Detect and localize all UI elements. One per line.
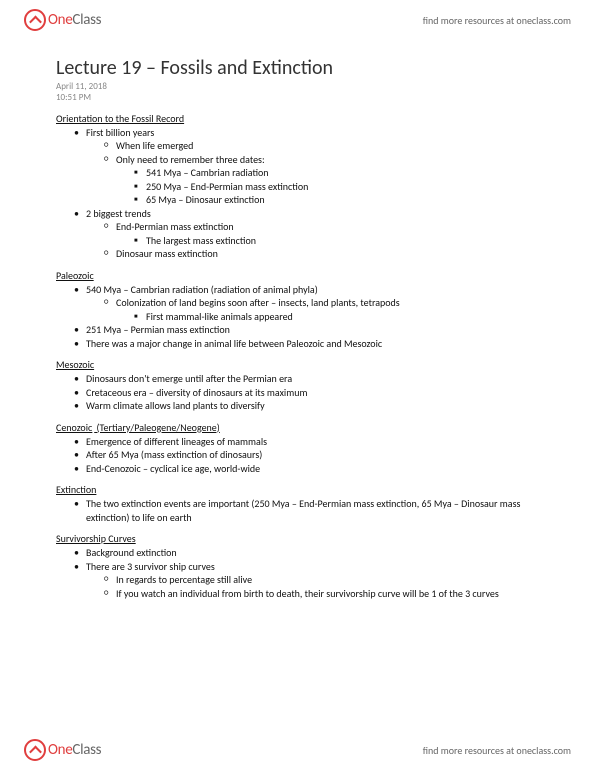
doc-time: 10:51 PM xyxy=(56,93,539,104)
list-item: 540 Mya – Cambrian radiation (radiation … xyxy=(56,283,539,324)
list-item: First mammal-like animals appeared xyxy=(116,310,539,324)
page-title: Lecture 19 – Fossils and Extinction xyxy=(56,56,539,80)
text: There are 3 survivor ship curves xyxy=(86,560,215,573)
text: 2 biggest trends xyxy=(86,207,151,220)
list-item: The two extinction events are important … xyxy=(56,497,539,524)
doc-date: April 11, 2018 xyxy=(56,82,539,93)
list-item: 250 Mya – End-Permian mass extinction xyxy=(116,180,539,194)
list-item: The largest mass extinction xyxy=(116,234,539,248)
footer-link[interactable]: find more resources at oneclass.com xyxy=(423,744,571,757)
text: Only need to remember three dates: xyxy=(116,153,265,166)
list-item: First billion years When life emerged On… xyxy=(56,126,539,207)
section-heading-orientation: Orientation to the Fossil Record xyxy=(56,112,539,125)
list-item: Colonization of land begins soon after –… xyxy=(86,296,539,323)
header-link[interactable]: find more resources at oneclass.com xyxy=(423,14,571,27)
section-heading-mesozoic: Mesozoic xyxy=(56,358,539,371)
list-item: Dinosaurs don't emerge until after the P… xyxy=(56,372,539,386)
text: End-Permian mass extinction xyxy=(116,220,234,233)
list-item: There are 3 survivor ship curves In rega… xyxy=(56,560,539,601)
list-item: There was a major change in animal life … xyxy=(56,337,539,351)
list-item: End-Cenozoic – cyclical ice age, world-w… xyxy=(56,462,539,476)
text: (Tertiary/Paleogene/Neogene) xyxy=(94,421,220,434)
list-item: 541 Mya – Cambrian radiation xyxy=(116,166,539,180)
list-item: After 65 Mya (mass extinction of dinosau… xyxy=(56,448,539,462)
logo-text-class: Class xyxy=(72,11,101,29)
section-heading-cenozoic: Cenozoic (Tertiary/Paleogene/Neogene) xyxy=(56,421,539,434)
list-item: Warm climate allows land plants to diver… xyxy=(56,399,539,413)
list: Emergence of different lineages of mamma… xyxy=(56,435,539,476)
list-item: Background extinction xyxy=(56,546,539,560)
list-item: Emergence of different lineages of mamma… xyxy=(56,435,539,449)
list-item: Dinosaur mass extinction xyxy=(86,247,539,261)
list: First billion years When life emerged On… xyxy=(56,126,539,261)
list-item: If you watch an individual from birth to… xyxy=(86,587,539,601)
list-item: In regards to percentage still alive xyxy=(86,573,539,587)
logo-icon xyxy=(24,739,46,761)
text: Colonization of land begins soon after –… xyxy=(116,296,400,309)
logo: OneClass xyxy=(24,9,101,31)
text: Cenozoic xyxy=(56,421,92,434)
page-footer: OneClass find more resources at oneclass… xyxy=(0,734,595,770)
list-item: When life emerged xyxy=(86,139,539,153)
list: The two extinction events are important … xyxy=(56,497,539,524)
logo-text-one: One xyxy=(48,741,72,759)
list-item: 65 Mya – Dinosaur extinction xyxy=(116,193,539,207)
logo-text: OneClass xyxy=(48,11,101,29)
list: Background extinction There are 3 surviv… xyxy=(56,546,539,600)
logo-text: OneClass xyxy=(48,741,101,759)
logo: OneClass xyxy=(24,739,101,761)
logo-icon xyxy=(24,9,46,31)
text: First billion years xyxy=(86,126,154,139)
page-header: OneClass find more resources at oneclass… xyxy=(0,0,595,36)
list-item: 251 Mya – Permian mass extinction xyxy=(56,323,539,337)
section-heading-extinction: Extinction xyxy=(56,483,539,496)
logo-text-one: One xyxy=(48,11,72,29)
section-heading-survivorship: Survivorship Curves xyxy=(56,532,539,545)
list: 540 Mya – Cambrian radiation (radiation … xyxy=(56,283,539,351)
list-item: Only need to remember three dates: 541 M… xyxy=(86,153,539,207)
logo-text-class: Class xyxy=(72,741,101,759)
list-item: 2 biggest trends End-Permian mass extinc… xyxy=(56,207,539,261)
section-heading-paleozoic: Paleozoic xyxy=(56,269,539,282)
list-item: Cretaceous era – diversity of dinosaurs … xyxy=(56,386,539,400)
text: 540 Mya – Cambrian radiation (radiation … xyxy=(86,283,318,296)
list: Dinosaurs don't emerge until after the P… xyxy=(56,372,539,413)
document-content: Lecture 19 – Fossils and Extinction Apri… xyxy=(0,36,595,600)
list-item: End-Permian mass extinction The largest … xyxy=(86,220,539,247)
